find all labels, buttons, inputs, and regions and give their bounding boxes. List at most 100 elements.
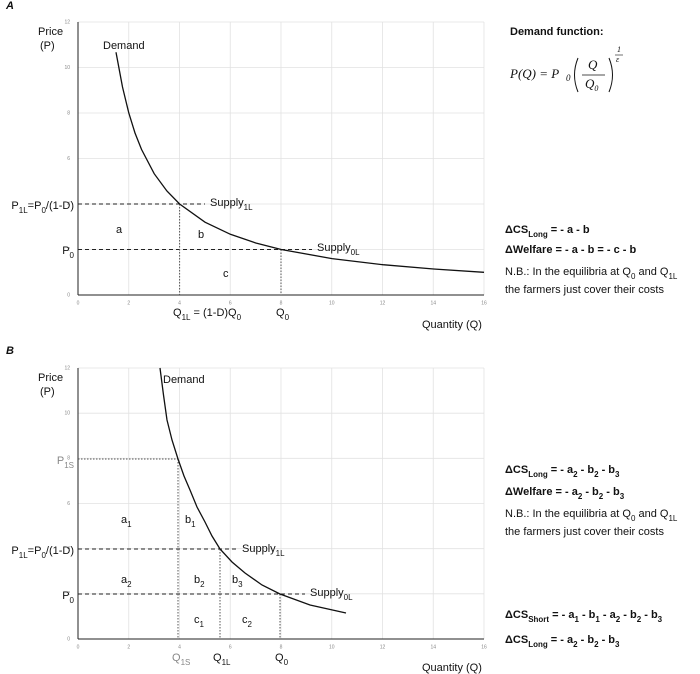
subscript: 0 — [41, 206, 46, 215]
text-part: ΔWelfare = - a - b = - c - b — [505, 244, 636, 256]
result: ΔCSLong = - a - b — [505, 224, 590, 239]
q-label: Q1L = (1-D)Q0 — [173, 307, 242, 322]
result: ΔCSLong = - a2 - b2 - b3 — [505, 634, 620, 649]
subscript: 1S — [181, 658, 191, 667]
subscript: 3 — [238, 580, 243, 589]
subscript: 1L — [19, 206, 28, 215]
subscript: 2 — [599, 492, 604, 501]
subscript: Long — [528, 640, 548, 649]
price-label: P0 — [62, 245, 74, 260]
text-part: = - a - b — [548, 224, 590, 236]
text-part: P — [11, 200, 18, 212]
x-tick-label: 4 — [178, 644, 181, 650]
area-label: b3 — [232, 574, 243, 589]
text-part: - b — [578, 634, 595, 646]
text-part: Q — [172, 652, 181, 664]
formula-exp: 1 — [617, 45, 621, 54]
area-label: c2 — [242, 614, 253, 629]
result: ΔWelfare = - a - b = - c - b — [505, 244, 636, 256]
demand-curve — [159, 367, 347, 614]
text-part: Q — [276, 307, 285, 319]
subscript: 0 — [285, 313, 290, 322]
q-label: Q0 — [275, 652, 289, 667]
price-label: P1L=P0/(1-D) — [11, 200, 74, 215]
supply-label: Supply0L — [310, 587, 353, 602]
subscript: 3 — [620, 492, 625, 501]
text-part: c — [223, 268, 229, 280]
area-label: b1 — [185, 514, 196, 529]
subscript: 2 — [594, 640, 599, 649]
y-tick-label: 12 — [64, 365, 70, 371]
text-part: = - a — [548, 634, 574, 646]
result: ΔWelfare = - a2 - b2 - b3 — [505, 486, 625, 501]
text-part: - b — [641, 609, 658, 621]
subscript: 1 — [191, 520, 196, 529]
y-tick-label: 0 — [67, 292, 70, 298]
text-part: c — [194, 614, 200, 626]
subscript: 1L — [244, 203, 253, 212]
x-tick-label: 2 — [127, 300, 130, 306]
text-part: Q — [213, 652, 222, 664]
paren — [608, 57, 613, 93]
panel-letter: A — [5, 0, 14, 12]
q-label: Q0 — [276, 307, 290, 322]
y-tick-label: 10 — [64, 410, 70, 416]
x-axis-label: Quantity (Q) — [422, 662, 482, 674]
x-tick-label: 4 — [178, 300, 181, 306]
text-part: P — [62, 245, 69, 257]
x-axis-label: Quantity (Q) — [422, 319, 482, 331]
text-part: = - a — [548, 464, 574, 476]
subscript: 1 — [574, 615, 579, 624]
subscript: 2 — [594, 470, 599, 479]
text-part: =P — [28, 545, 42, 557]
formula-num: Q — [588, 57, 598, 72]
note: N.B.: In the equilibria at Q0 and Q1L — [505, 266, 678, 281]
x-tick-label: 2 — [127, 644, 130, 650]
formula: P(Q) = P 0 Q Q0 1 ε — [509, 45, 623, 93]
subscript: Long — [528, 470, 548, 479]
area-label: a2 — [121, 574, 132, 589]
text-part: /(1-D) — [46, 545, 74, 557]
text-part: =P — [28, 200, 42, 212]
x-tick-label: 14 — [430, 300, 436, 306]
subscript: 2 — [200, 580, 205, 589]
x-tick-label: 8 — [280, 644, 283, 650]
subscript: 3 — [615, 640, 620, 649]
text-part: Supply — [242, 543, 276, 555]
result: ΔCSShort = - a1 - b1 - a2 - b2 - b3 — [505, 609, 663, 624]
text-part: - b — [603, 486, 620, 498]
y-tick-label: 4 — [67, 546, 70, 552]
text-part: - a — [600, 609, 617, 621]
text-part: the farmers just cover their costs — [505, 284, 664, 296]
area-label: c1 — [194, 614, 205, 629]
x-tick-label: 6 — [229, 300, 232, 306]
q-label: Q1S — [172, 652, 190, 667]
subscript: 0 — [41, 551, 46, 560]
x-tick-label: 12 — [380, 300, 386, 306]
text-part: = (1-D)Q — [190, 307, 237, 319]
formula-title: Demand function: — [510, 26, 604, 38]
subscript: 0 — [631, 272, 636, 281]
subscript: 1L — [668, 272, 677, 281]
text-part: a — [121, 574, 128, 586]
supply-label: Supply0L — [317, 242, 360, 257]
subscript: Short — [528, 615, 549, 624]
text-part: - b — [579, 609, 596, 621]
supply-label: Supply1L — [242, 543, 285, 558]
curve-label: Demand — [103, 40, 145, 52]
formula-exp: ε — [616, 55, 620, 64]
x-tick-label: 10 — [329, 300, 335, 306]
area-label: c — [223, 268, 229, 280]
subscript: 1L — [19, 551, 28, 560]
text-part: ΔCS — [505, 464, 528, 476]
text-part: Q — [585, 76, 595, 91]
area-label: b — [198, 229, 204, 241]
subscript: 1S — [64, 461, 74, 470]
subscript: 0 — [70, 596, 75, 605]
demand-curve — [115, 52, 485, 273]
x-tick-label: 6 — [229, 644, 232, 650]
area-label: a — [116, 224, 123, 236]
text-part: the farmers just cover their costs — [505, 526, 664, 538]
